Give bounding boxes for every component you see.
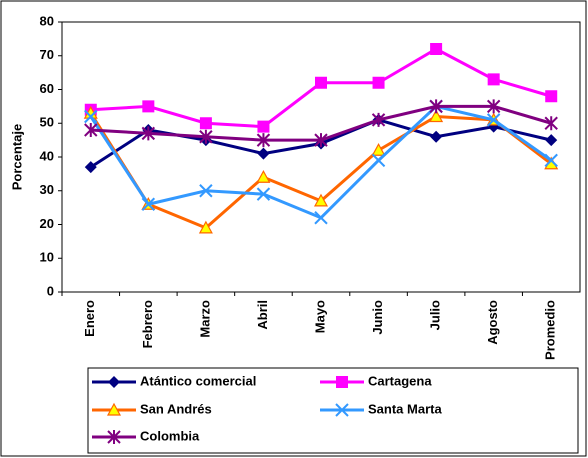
x-tick-label: Abril [255,300,270,330]
y-tick-label: 50 [40,115,54,130]
marker [371,153,386,168]
marker [486,99,501,114]
marker [372,76,385,89]
y-tick-label: 20 [40,216,54,231]
x-tick-label: Marzo [197,300,212,338]
marker [430,130,443,143]
marker [107,430,121,444]
y-axis-label: Porcentaje [9,124,24,190]
x-tick-label: Agosto [485,300,500,345]
y-tick-label: 70 [40,47,54,62]
marker [257,147,270,160]
marker [106,402,122,416]
marker [84,109,98,124]
x-tick-label: Enero [82,300,97,337]
legend-label: San Andrés [140,401,212,416]
marker [141,197,156,211]
marker [487,73,500,86]
series-line [89,112,553,230]
x-tick-label: Promedio [543,300,558,360]
marker [545,90,558,103]
y-tick-label: 0 [47,283,54,298]
y-tick-label: 80 [40,13,54,28]
marker [257,120,270,133]
marker [429,109,444,123]
marker [198,220,213,234]
marker [371,142,386,156]
marker [335,403,349,417]
marker [141,126,156,141]
marker [256,169,271,183]
marker [371,112,386,127]
marker [199,117,212,130]
marker [315,76,327,89]
plot-area [61,21,581,293]
marker [544,116,558,131]
y-tick-label: 40 [40,148,54,163]
marker [486,113,501,127]
marker [545,134,558,147]
marker [84,123,98,137]
x-tick-label: Julio [428,300,443,330]
legend-label: Colombia [140,428,200,443]
marker [108,376,120,388]
x-tick-label: Mayo [312,300,327,333]
marker [313,193,329,207]
marker [314,211,328,225]
marker [430,43,443,55]
marker [199,184,213,198]
legend-label: Cartagena [368,373,432,388]
x-tick-label: Febrero [140,300,155,348]
marker [314,133,328,148]
legend-label: Atántico comercial [140,373,256,388]
y-tick-label: 60 [40,81,54,96]
y-tick-label: 30 [40,182,54,197]
legend-label: Santa Marta [368,401,442,416]
x-tick-label: Junio [370,300,385,335]
marker [544,153,558,168]
marker [256,133,271,148]
marker [142,100,155,113]
marker [84,161,97,174]
marker [336,376,348,388]
y-tick-label: 10 [40,250,54,265]
marker [199,129,213,144]
marker [429,99,443,114]
marker [256,187,271,201]
